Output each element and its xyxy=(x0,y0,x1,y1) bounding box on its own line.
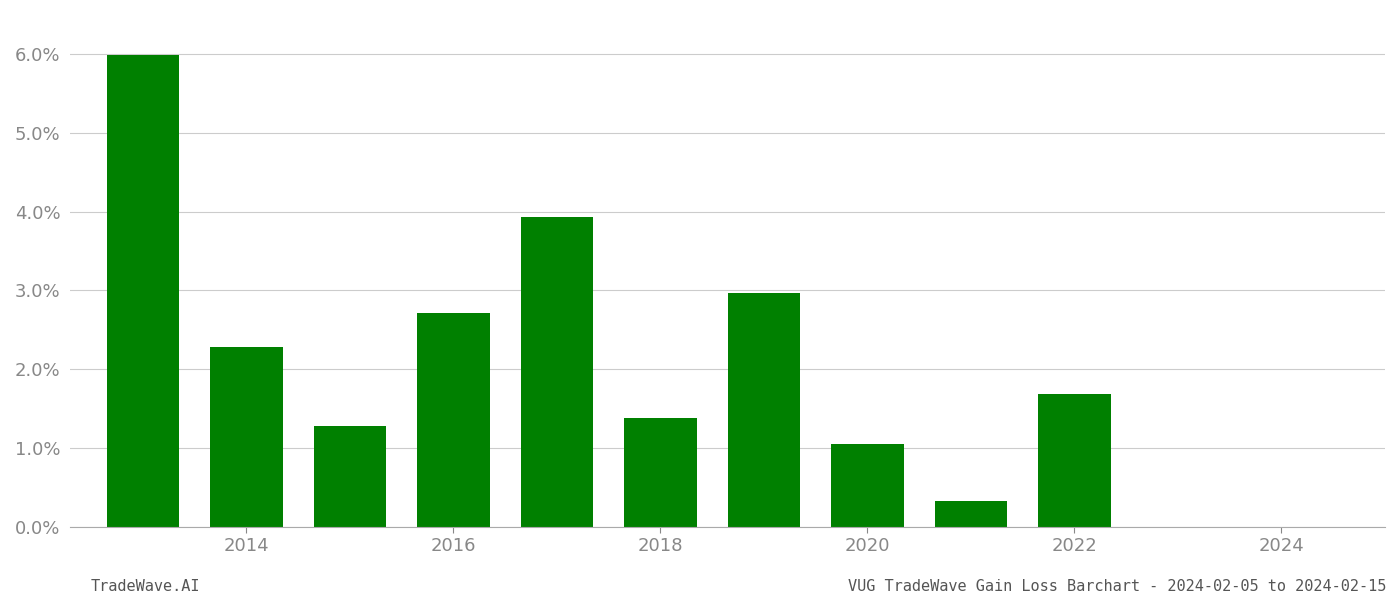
Bar xyxy=(935,500,1007,527)
Bar xyxy=(417,313,490,527)
Bar xyxy=(728,293,801,527)
Bar xyxy=(210,347,283,527)
Bar xyxy=(1039,394,1110,527)
Bar xyxy=(832,444,903,527)
Text: VUG TradeWave Gain Loss Barchart - 2024-02-05 to 2024-02-15: VUG TradeWave Gain Loss Barchart - 2024-… xyxy=(847,579,1386,594)
Bar xyxy=(314,426,386,527)
Bar xyxy=(624,418,697,527)
Bar xyxy=(521,217,594,527)
Text: TradeWave.AI: TradeWave.AI xyxy=(91,579,200,594)
Bar xyxy=(106,55,179,527)
